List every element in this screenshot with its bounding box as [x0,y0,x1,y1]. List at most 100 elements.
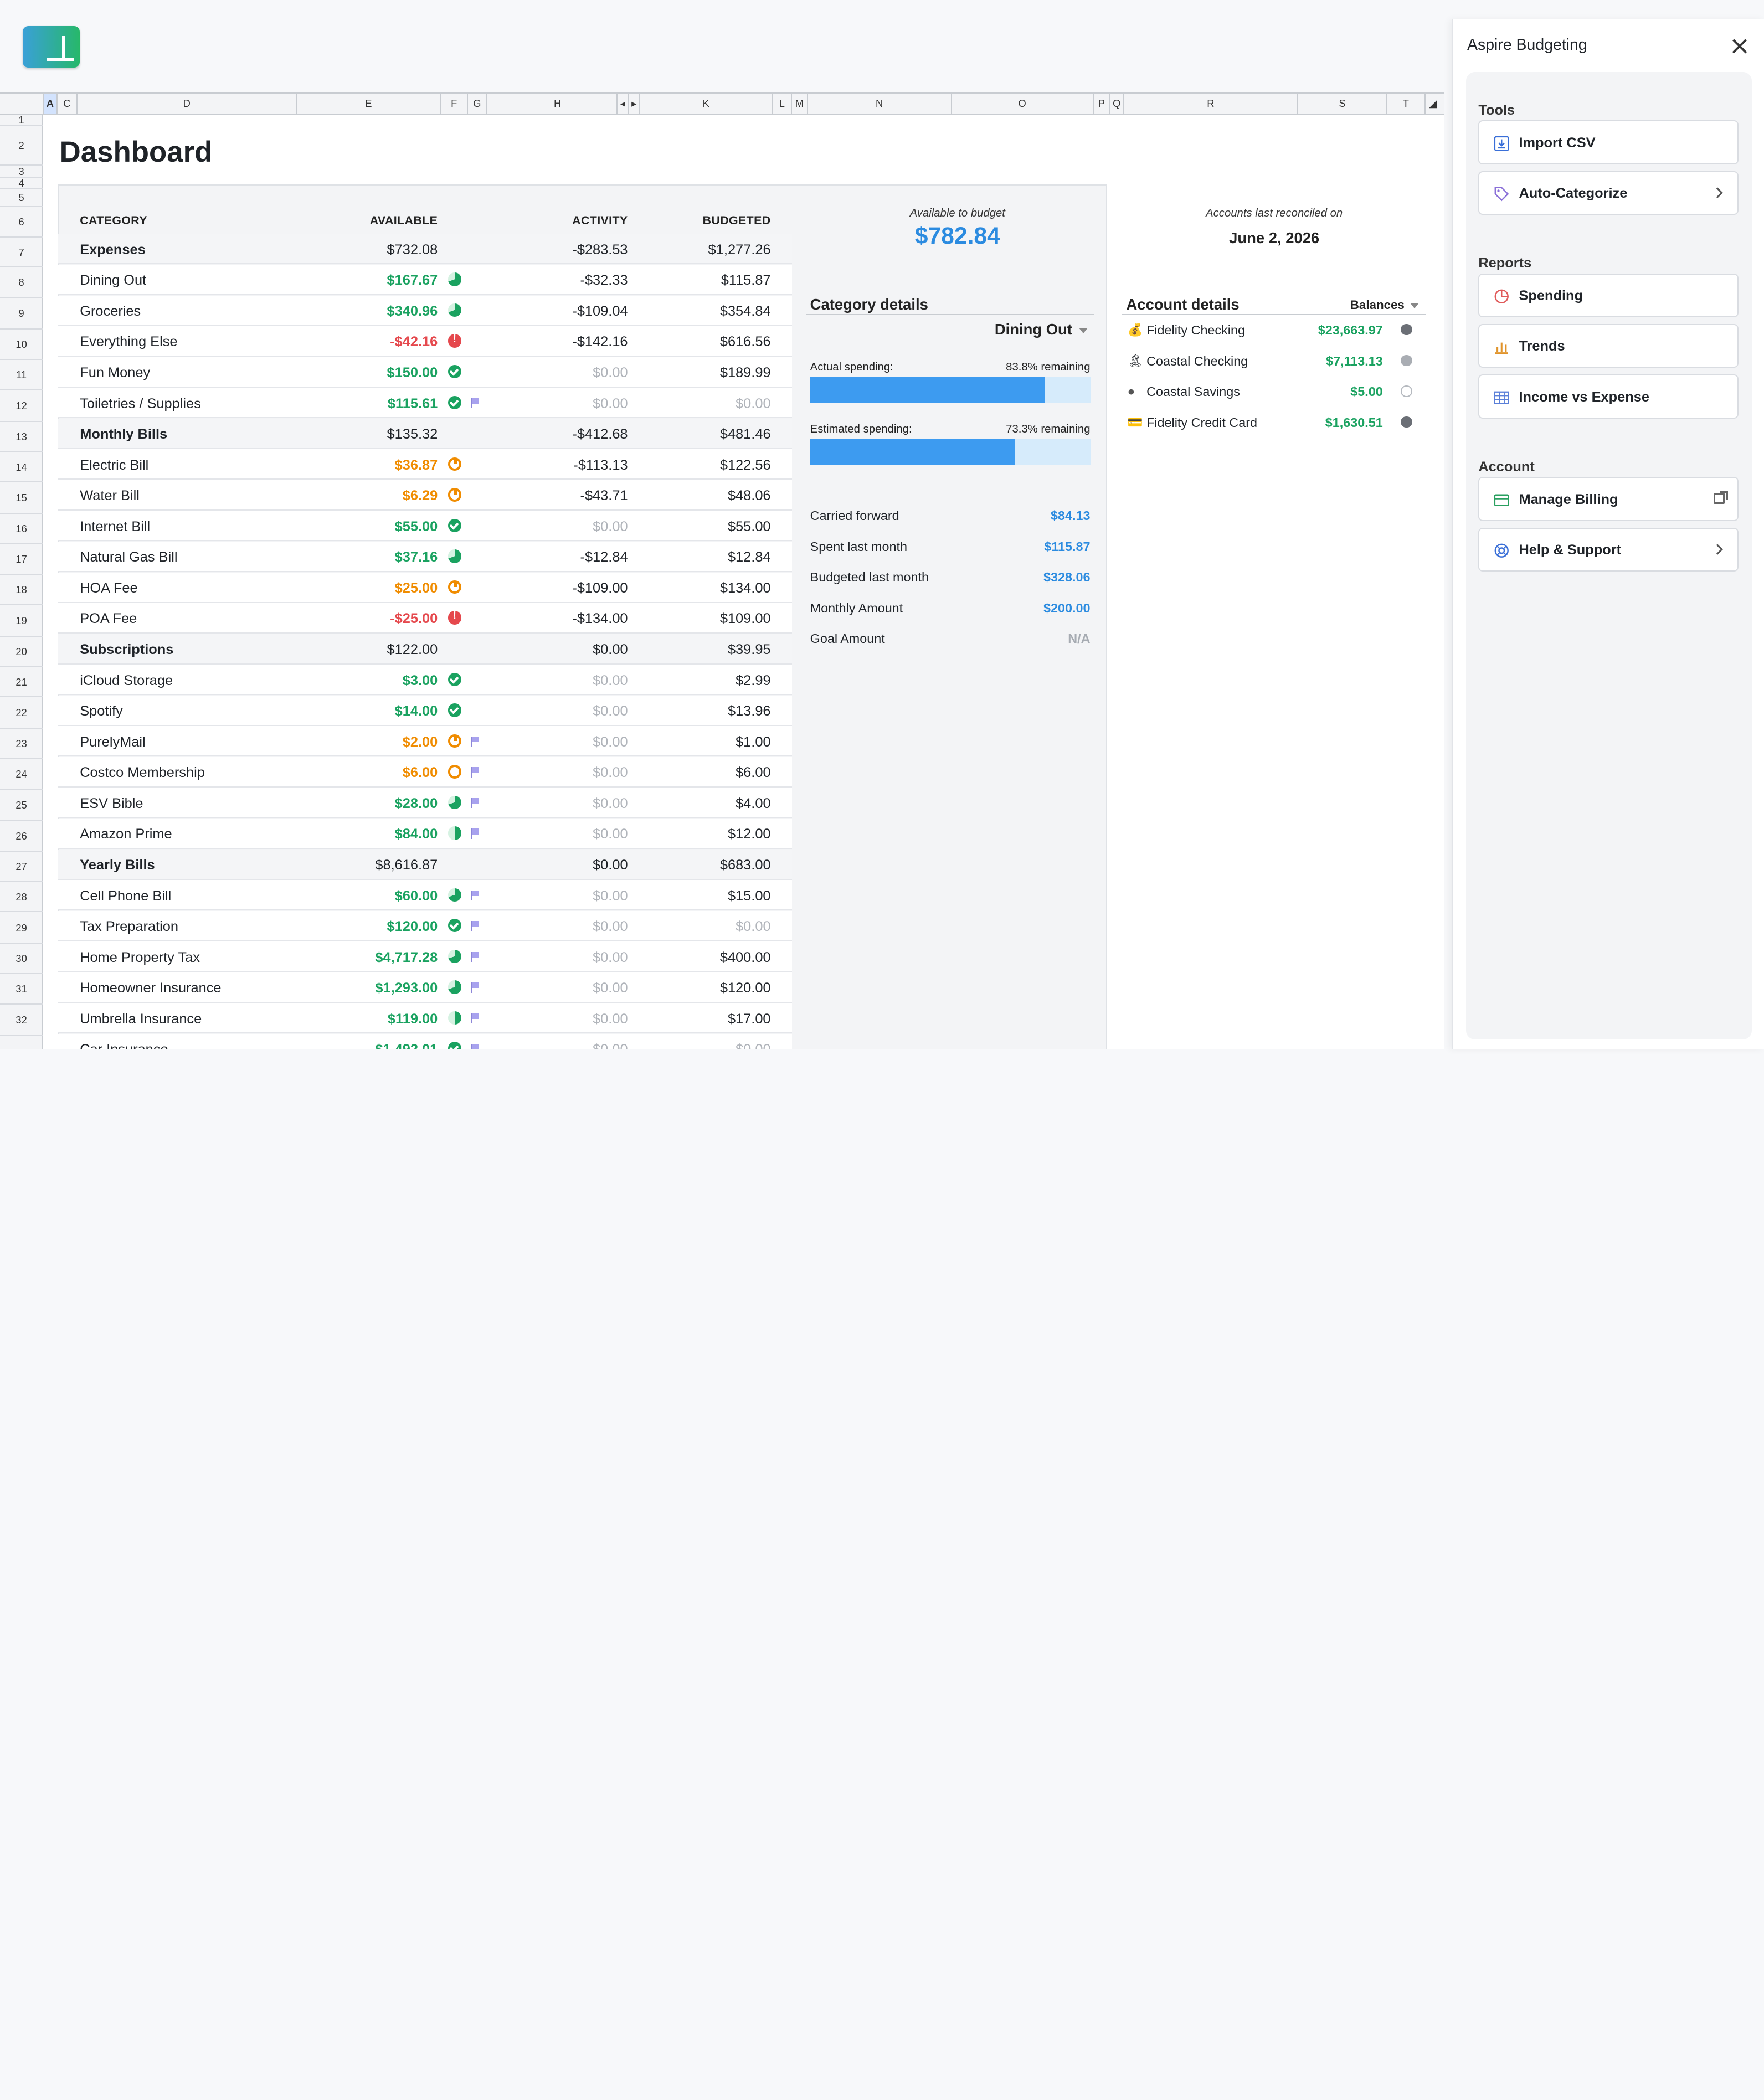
table-row[interactable]: Dining Out $167.67 -$32.33 $115.87 [57,265,793,295]
row-header-16[interactable]: 16 [0,514,43,545]
row-header-18[interactable]: 18 [0,575,43,605]
row-header-26[interactable]: 26 [0,821,43,852]
income-vs-expense-button[interactable]: Income vs Expense [1478,374,1739,419]
table-group-row[interactable]: Expenses $732.08 -$283.53 $1,277.26 [57,234,793,265]
row-header-6[interactable]: 6 [0,207,43,238]
row-header-24[interactable]: 24 [0,759,43,790]
budgeted-amount: $120.00 [719,980,771,996]
row-header-22[interactable]: 22 [0,697,43,729]
table-group-row[interactable]: Subscriptions $122.00 $0.00 $39.95 [57,634,793,665]
category-select[interactable]: Dining Out [995,321,1088,338]
trends-button[interactable]: Trends [1478,324,1739,368]
table-row[interactable]: PurelyMail $2.00 $0.00 $1.00 [57,726,793,757]
column-header-S[interactable]: S [1297,93,1386,114]
row-header-25[interactable]: 25 [0,790,43,821]
account-row[interactable]: 🏝 Coastal Checking $7,113.13 [1127,353,1424,375]
row-header-5[interactable]: 5 [0,189,43,207]
row-header-32[interactable]: 32 [0,1005,43,1036]
row-header-23[interactable]: 23 [0,729,43,760]
column-header-C[interactable]: C [56,93,77,114]
category-details-title: Category details [810,296,928,313]
column-header-M[interactable]: M [791,93,806,114]
row-header-31[interactable]: 31 [0,974,43,1005]
import-csv-button[interactable]: Import CSV [1478,120,1739,164]
column-header-A[interactable]: A [43,93,56,114]
table-row[interactable]: Umbrella Insurance $119.00 $0.00 $17.00 [57,1003,793,1034]
table-row[interactable]: Home Property Tax $4,717.28 $0.00 $400.00 [57,941,793,972]
column-header-O[interactable]: O [950,93,1093,114]
table-row[interactable]: Car Insurance $1,492.01 $0.00 $0.00 [57,1034,793,1050]
table-row[interactable]: iCloud Storage $3.00 $0.00 $2.99 [57,665,793,696]
table-row[interactable]: HOA Fee $25.00 -$109.00 $134.00 [57,572,793,603]
row-header-1[interactable]: 1 [0,115,43,126]
row-header-3[interactable]: 3 [0,166,43,178]
row-header-8[interactable]: 8 [0,267,43,298]
sidebar-panel: Aspire Budgeting Tools Import CSV Auto-Cat… [1451,19,1764,1050]
column-header-Q[interactable]: Q [1109,93,1123,114]
available-amount: $25.00 [394,580,438,596]
row-header-10[interactable]: 10 [0,330,43,361]
column-header-K[interactable]: K [639,93,772,114]
column-header-T[interactable]: T [1386,93,1424,114]
column-header-N[interactable]: N [806,93,951,114]
row-header-27[interactable]: 27 [0,852,43,882]
column-header-D[interactable]: D [76,93,296,114]
row-header-17[interactable]: 17 [0,544,43,575]
manage-billing-button[interactable]: Manage Billing [1478,477,1739,521]
close-icon[interactable] [1731,38,1747,54]
row-header-30[interactable]: 30 [0,944,43,975]
column-header-H[interactable]: H [486,93,628,114]
row-header-2[interactable]: 2 [0,126,43,166]
table-row[interactable]: Amazon Prime $84.00 $0.00 $12.00 [57,819,793,850]
table-group-row[interactable]: Yearly Bills $8,616.87 $0.00 $683.00 [57,849,793,880]
row-header-13[interactable]: 13 [0,422,43,452]
table-row[interactable]: Homeowner Insurance $1,293.00 $0.00 $120.00 [57,972,793,1003]
row-header-15[interactable]: 15 [0,482,43,514]
column-header-E[interactable]: E [296,93,440,114]
account-row[interactable]: 💰 Fidelity Checking $23,663.97 [1127,322,1424,344]
aspire-logo[interactable] [22,25,80,68]
column-header-arrow[interactable]: ▸ [628,93,639,114]
table-group-row[interactable]: Monthly Bills $135.32 -$412.68 $481.46 [57,418,793,449]
row-header-29[interactable]: 29 [0,913,43,944]
row-header-12[interactable]: 12 [0,390,43,422]
column-header-arrow[interactable]: ◂ [616,93,628,114]
table-row[interactable]: ESV Bible $28.00 $0.00 $4.00 [57,787,793,819]
row-header-20[interactable]: 20 [0,637,43,667]
column-header-G[interactable]: G [467,93,486,114]
column-header-L[interactable]: L [772,93,791,114]
row-header-11[interactable]: 11 [0,360,43,390]
table-row[interactable]: Water Bill $6.29 -$43.71 $48.06 [57,480,793,511]
auto-categorize-button[interactable]: Auto-Categorize [1478,171,1739,215]
table-row[interactable]: Costco Membership $6.00 $0.00 $6.00 [57,757,793,787]
account-view-select[interactable]: Balances [1350,298,1420,312]
column-header-arrow[interactable]: ◢ [1424,93,1440,114]
table-row[interactable]: Cell Phone Bill $60.00 $0.00 $15.00 [57,880,793,911]
table-row[interactable]: POA Fee -$25.00 -$134.00 $109.00 [57,603,793,634]
table-row[interactable]: Everything Else -$42.16 -$142.16 $616.56 [57,326,793,357]
column-header-P[interactable]: P [1092,93,1109,114]
row-header-9[interactable]: 9 [0,298,43,330]
help-support-button[interactable]: Help & Support [1478,527,1739,572]
row-header-4[interactable]: 4 [0,177,43,189]
table-row[interactable]: Fun Money $150.00 $0.00 $189.99 [57,357,793,388]
table-row[interactable]: Toiletries / Supplies $115.61 $0.00 $0.00 [57,388,793,419]
spending-button[interactable]: Spending [1478,273,1739,317]
column-header-F[interactable]: F [440,93,467,114]
row-header-28[interactable]: 28 [0,882,43,913]
row-header-14[interactable]: 14 [0,452,43,483]
account-row[interactable]: ● Coastal Savings $5.00 [1127,383,1424,406]
table-row[interactable]: Spotify $14.00 $0.00 $13.96 [57,695,793,726]
row-header-7[interactable]: 7 [0,238,43,268]
table-row[interactable]: Tax Preparation $120.00 $0.00 $0.00 [57,910,793,941]
money-bag-icon: 💰 [1127,323,1143,337]
table-row[interactable]: Groceries $340.96 -$109.04 $354.84 [57,295,793,326]
table-row[interactable]: Natural Gas Bill $37.16 -$12.84 $12.84 [57,542,793,572]
row-header-21[interactable]: 21 [0,667,43,698]
column-header-R[interactable]: R [1123,93,1297,114]
row-header-19[interactable]: 19 [0,605,43,637]
account-row[interactable]: 💳 Fidelity Credit Card $1,630.51 [1127,414,1424,437]
progress-pie-icon [448,272,461,286]
table-row[interactable]: Internet Bill $55.00 $0.00 $55.00 [57,511,793,542]
table-row[interactable]: Electric Bill $36.87 -$113.13 $122.56 [57,449,793,480]
